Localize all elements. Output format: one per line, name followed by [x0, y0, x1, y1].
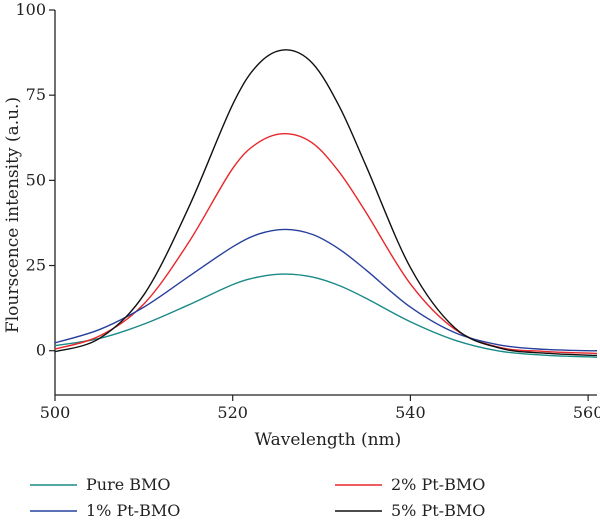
legend: Pure BMO 2% Pt-BMO 1% Pt-BMO 5% Pt-BMO [30, 475, 485, 520]
y-axis-title: Flourscence intensity (a.u.) [3, 97, 23, 333]
series-line-pure-bmo [54, 273, 598, 358]
y-tick-label: 75 [26, 85, 46, 104]
x-tick-label: 560 [573, 403, 600, 422]
y-tick-label: 100 [15, 0, 46, 19]
series-line-1-pt-bmo [54, 228, 598, 352]
legend-label-1-pt-bmo: 1% Pt-BMO [86, 501, 180, 520]
legend-label-5-pt-bmo: 5% Pt-BMO [391, 501, 485, 520]
x-tick-label: 500 [40, 403, 71, 422]
series-line-2-pt-bmo [54, 132, 598, 355]
y-tick-label: 50 [26, 170, 46, 189]
ticks: 0 25 50 75 100 500 520 540 560 [15, 0, 600, 422]
legend-label-pure-bmo: Pure BMO [86, 475, 171, 494]
x-tick-label: 540 [395, 403, 426, 422]
legend-label-2-pt-bmo: 2% Pt-BMO [391, 475, 485, 494]
y-tick-label: 0 [36, 341, 46, 360]
series-line-5-pt-bmo [54, 49, 598, 357]
axes [54, 10, 597, 396]
x-axis-title: Wavelength (nm) [255, 430, 402, 450]
series-lines [54, 49, 598, 358]
y-tick-label: 25 [26, 256, 46, 275]
x-tick-label: 520 [217, 403, 248, 422]
